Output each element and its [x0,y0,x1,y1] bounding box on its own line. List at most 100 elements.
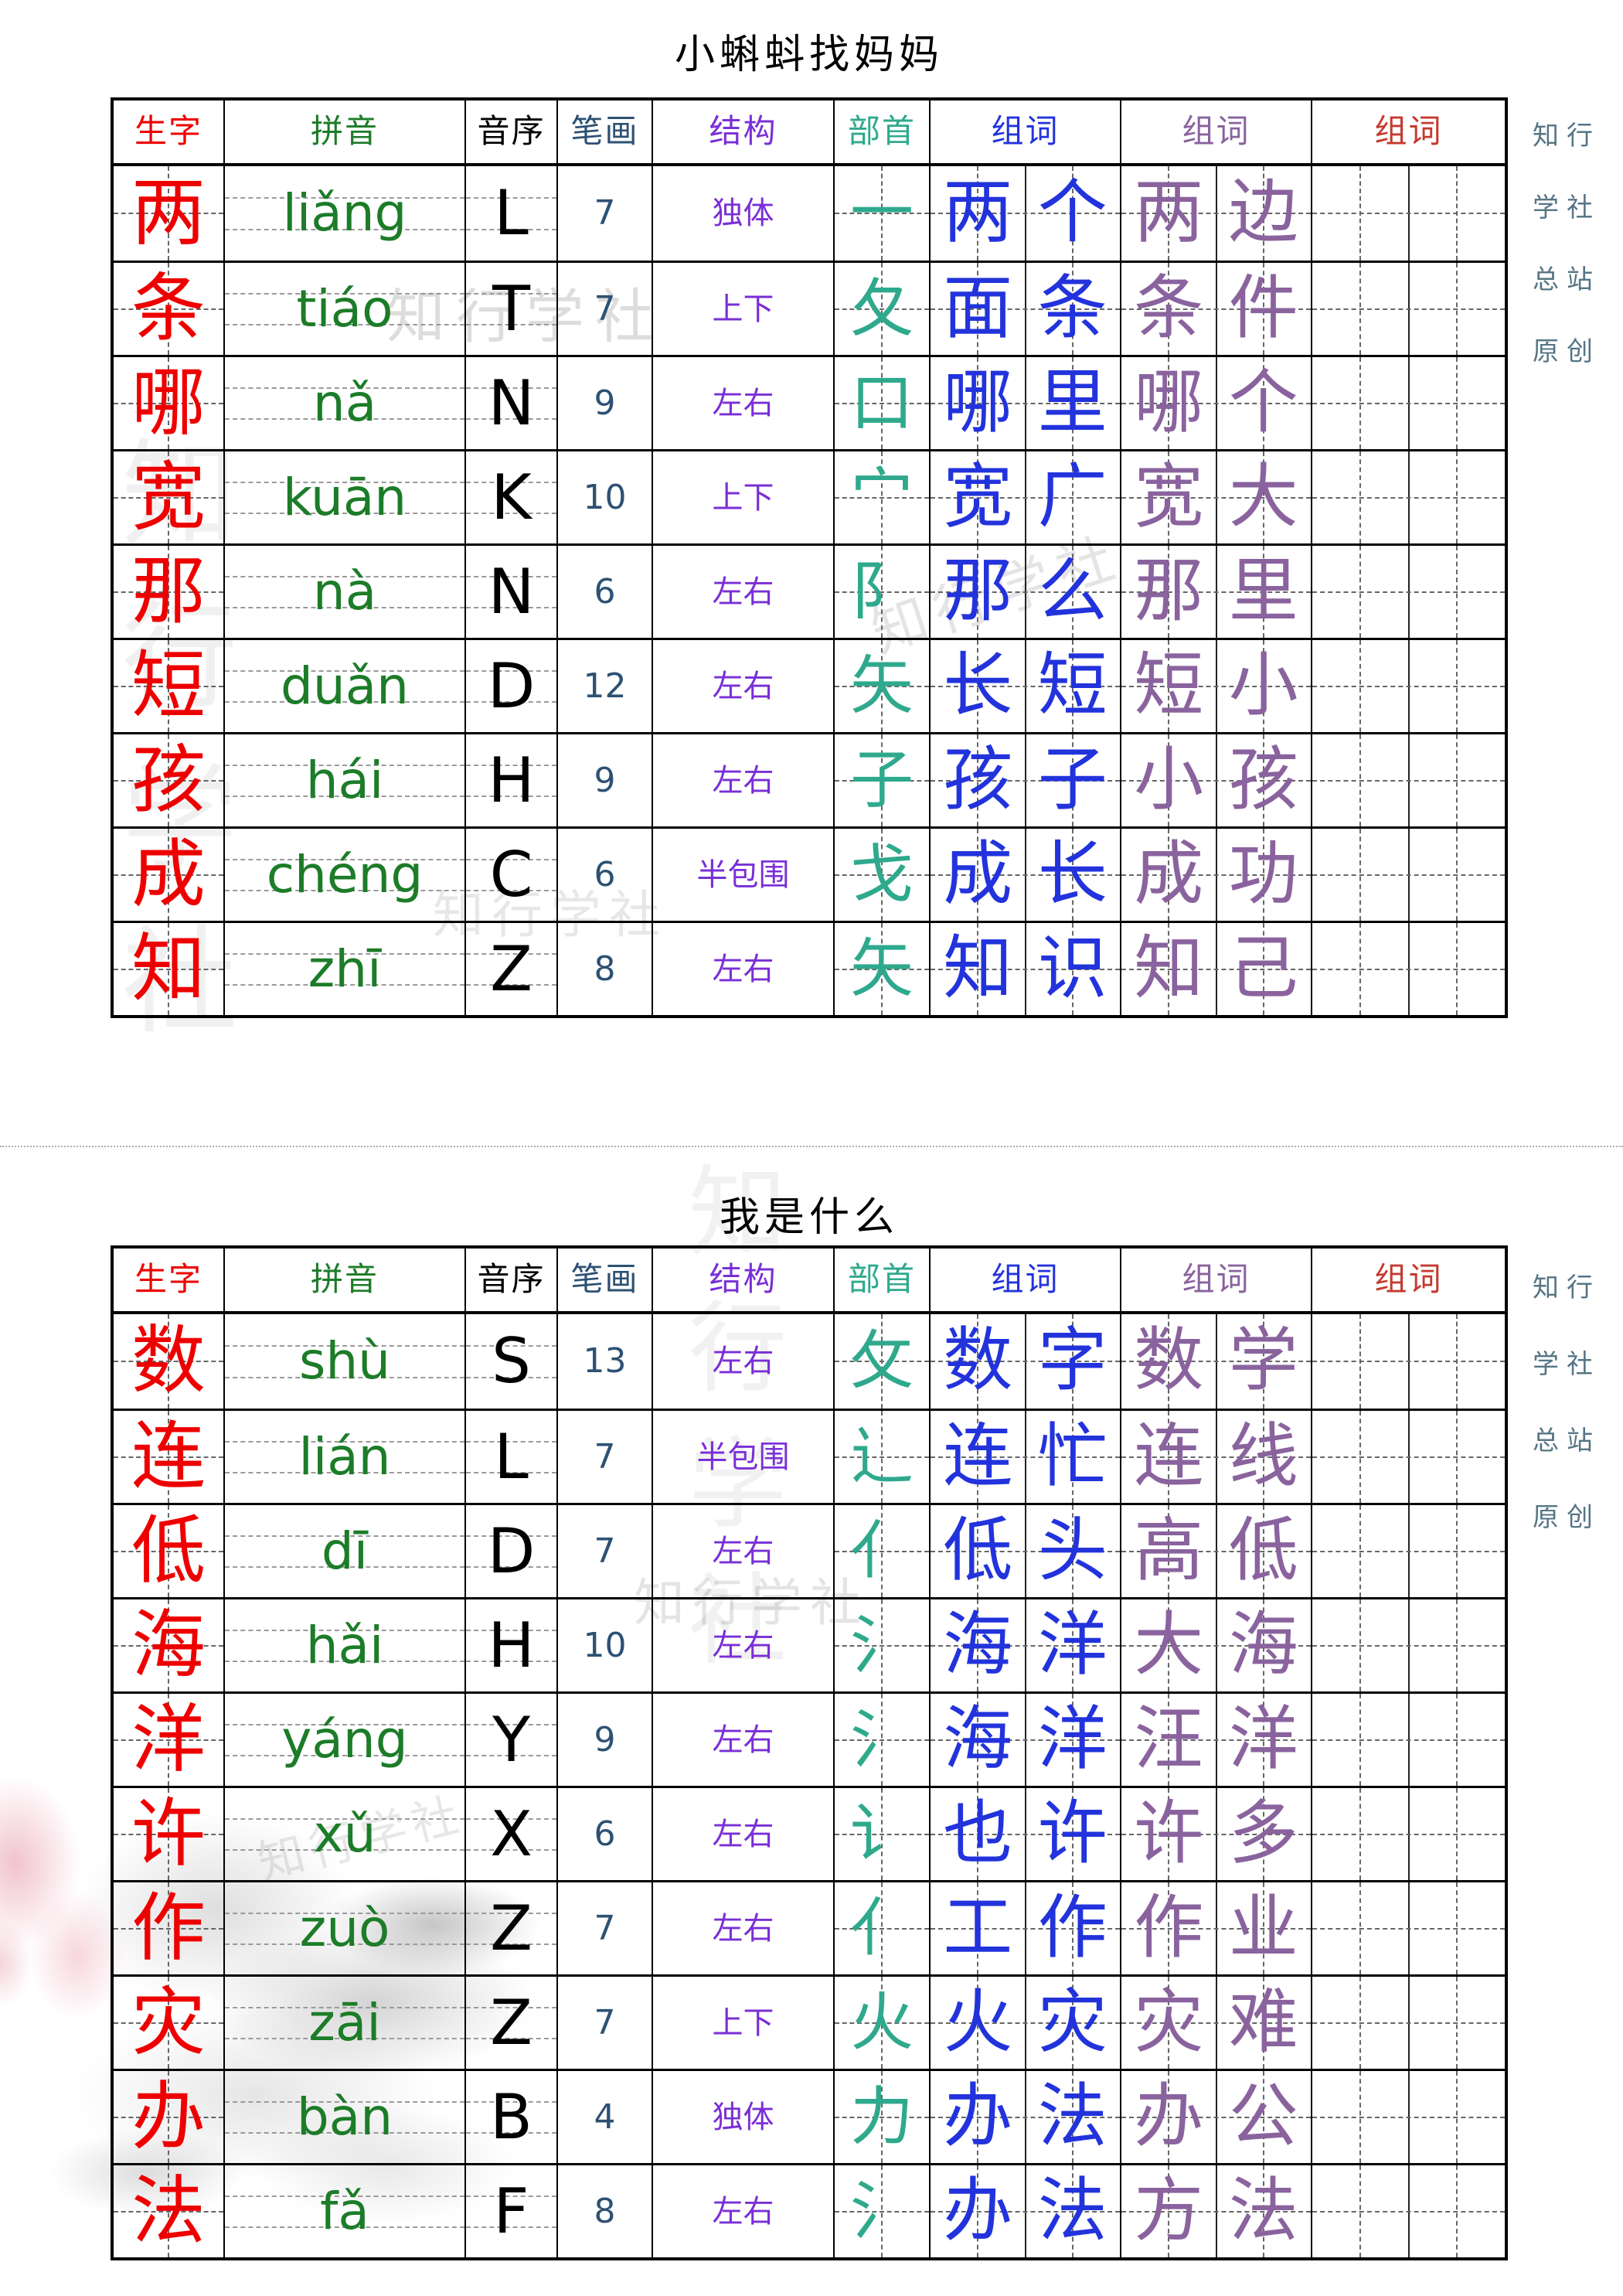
structure-cell-text: 左右 [712,668,774,703]
strokes-cell-text: 7 [594,193,616,233]
word3-cell [1311,1599,1505,1691]
char-cell: 办 [114,2071,223,2163]
word-square: 连 [1121,1411,1216,1503]
word-square [1312,546,1409,638]
word-character: 办 [1134,2078,1204,2155]
structure-cell: 独体 [652,166,833,261]
word-character: 面 [943,270,1013,347]
word-character: 学 [1228,1323,1298,1399]
strokes-cell: 13 [556,1314,652,1409]
vocab-table-1: 生字 拼音 音序 笔画 结构 部首 组词 组词 组词两 liǎng L 7 独体一两个两边条 tiáo T 7… [111,97,1508,1018]
word-square: 广 [1026,451,1121,543]
word3-cell [1311,263,1505,355]
structure-cell: 左右 [652,1788,833,1880]
initial-cell-text: X [490,1797,532,1870]
pinyin-cell: bàn [223,2071,464,2163]
word-character: 法 [1037,2078,1108,2155]
word-square: 小 [1121,734,1216,826]
word2-cell: 办公 [1120,2071,1311,2163]
structure-cell: 左右 [652,357,833,449]
strokes-cell-text: 9 [594,760,616,800]
word-square [1312,1505,1409,1597]
word-square [1409,1599,1506,1691]
word2-cell: 大海 [1120,1599,1311,1691]
table-row: 知 zhī Z 8 左右矢知识知己 [114,921,1505,1015]
word-character: 知 [943,930,1013,1007]
word-character: 方 [1134,2172,1204,2250]
char-cell-text: 法 [131,2169,206,2253]
char-cell: 洋 [114,1694,223,1786]
initial-cell-text: S [492,1325,531,1397]
initial-cell-text: C [489,838,533,911]
char-cell-text: 作 [131,1886,206,1970]
structure-cell: 左右 [652,923,833,1015]
header-bushou-label: 部首 [847,1262,916,1298]
word-character: 数 [943,1323,1013,1399]
word-character: 成 [943,836,1013,913]
initial-cell-text: N [488,555,535,628]
structure-cell: 半包围 [652,1411,833,1503]
strokes-cell-text: 8 [594,949,616,989]
pinyin-cell: lián [223,1411,464,1503]
word-square: 孩 [1216,734,1312,826]
word-character: 孩 [1228,741,1298,819]
header-bihua-label: 笔画 [570,1262,639,1298]
pinyin-cell-text: hǎi [305,1615,384,1675]
header-bushou-label: 部首 [847,114,916,150]
word1-cell: 那么 [929,546,1120,638]
radical-cell-text: 阝 [849,556,914,627]
initial-cell-text: D [487,1514,536,1587]
word-character: 工 [943,1889,1013,1967]
word1-cell: 宽广 [929,451,1120,543]
strokes-cell-text: 10 [583,1625,627,1665]
word-character: 高 [1134,1512,1204,1589]
word-character: 办 [943,2078,1013,2155]
word-character: 大 [1228,458,1298,536]
pinyin-cell-text: fǎ [320,2181,369,2241]
radical-cell-text: 攵 [849,1326,914,1396]
initial-cell: D [464,1505,556,1597]
word-character: 海 [943,1701,1013,1778]
strokes-cell-text: 7 [594,1908,616,1948]
word-character: 火 [943,1984,1013,2061]
initial-cell: N [464,357,556,449]
header-pinyin: 拼音 [223,1248,464,1311]
pinyin-cell-text: zuò [299,1898,390,1958]
char-cell: 成 [114,829,223,921]
word-character: 洋 [1037,1606,1108,1684]
word-square: 条 [1026,263,1121,355]
char-cell-text: 知 [131,927,206,1010]
table-row: 办 bàn B 4 独体力办法办公 [114,2069,1505,2163]
radical-cell: 一 [833,166,929,261]
pinyin-cell: shù [223,1314,464,1409]
word-character: 汪 [1134,1701,1204,1778]
word-square: 工 [931,1882,1026,1974]
word-square [1312,734,1409,826]
word-character: 小 [1228,647,1298,724]
structure-cell-text: 左右 [712,1722,774,1757]
header-jiegou-label: 结构 [709,114,777,150]
word-square: 公 [1216,2071,1312,2163]
strokes-cell: 7 [556,1882,652,1974]
word-character: 作 [1037,1889,1108,1967]
word-square [1409,546,1506,638]
pinyin-cell: chéng [223,829,464,921]
word-square: 个 [1026,166,1121,261]
pinyin-cell-text: zhī [308,938,382,999]
char-cell: 灾 [114,1977,223,2069]
word-square: 作 [1121,1882,1216,1974]
word-square: 线 [1216,1411,1312,1503]
structure-cell: 上下 [652,451,833,543]
word2-cell: 成功 [1120,829,1311,921]
table-row: 短 duǎn D 12 左右矢长短短小 [114,638,1505,732]
word2-cell: 高低 [1120,1505,1311,1597]
table-row: 灾 zāi Z 7 上下火火灾灾难 [114,1974,1505,2069]
word-character: 广 [1037,458,1108,536]
word-square: 难 [1216,1977,1312,2069]
header-zuci2: 组词 [1120,1248,1311,1311]
word1-cell: 也许 [929,1788,1120,1880]
word3-cell [1311,1505,1505,1597]
word-square: 大 [1216,451,1312,543]
radical-cell: 阝 [833,546,929,638]
word-square: 忙 [1026,1411,1121,1503]
